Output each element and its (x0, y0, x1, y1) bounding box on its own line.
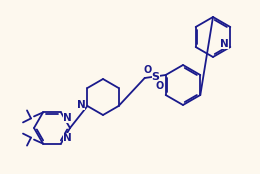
Text: O: O (155, 81, 164, 91)
Text: N: N (77, 100, 86, 110)
Text: N: N (220, 39, 229, 49)
Text: N: N (63, 113, 72, 123)
Text: O: O (144, 65, 152, 75)
Text: S: S (152, 72, 160, 82)
Text: N: N (63, 133, 72, 143)
